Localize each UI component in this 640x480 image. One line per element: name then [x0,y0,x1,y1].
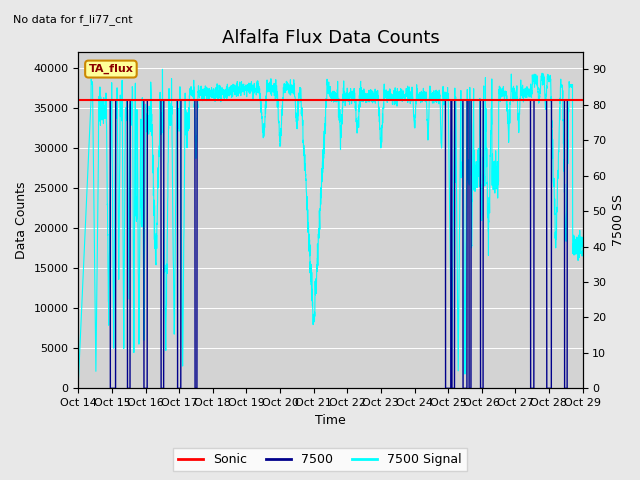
Legend: Sonic, 7500, 7500 Signal: Sonic, 7500, 7500 Signal [173,448,467,471]
X-axis label: Time: Time [315,414,346,427]
Y-axis label: Data Counts: Data Counts [15,181,28,259]
Text: No data for f_li77_cnt: No data for f_li77_cnt [13,14,132,25]
Y-axis label: 7500 SS: 7500 SS [612,194,625,246]
Title: Alfalfa Flux Data Counts: Alfalfa Flux Data Counts [221,29,440,48]
Text: TA_flux: TA_flux [88,64,133,74]
